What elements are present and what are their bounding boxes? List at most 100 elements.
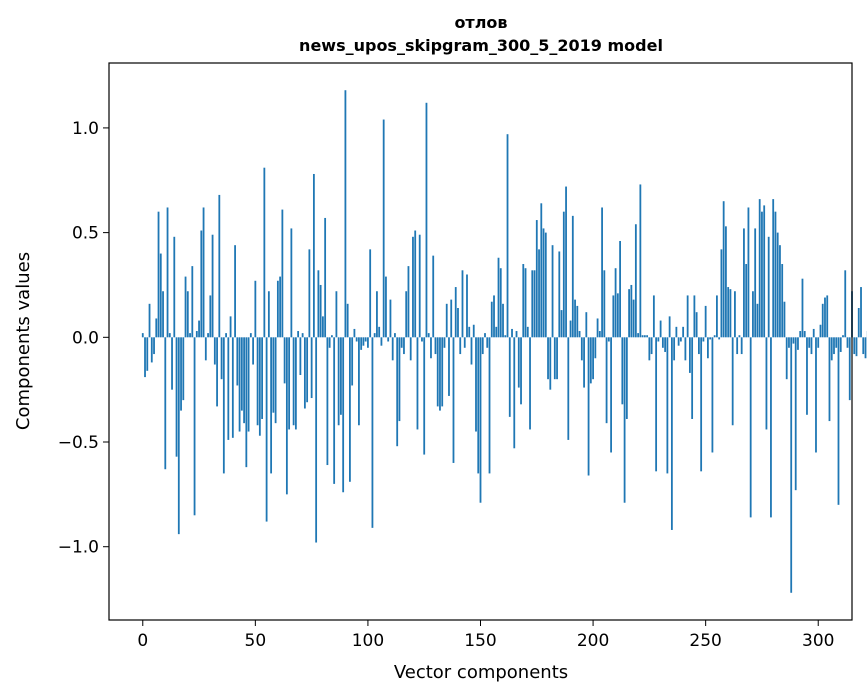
bar-component-317 <box>855 337 858 357</box>
bar-component-64 <box>285 337 288 495</box>
bar-component-17 <box>180 337 182 411</box>
bar-component-141 <box>459 337 462 355</box>
bar-component-221 <box>639 184 642 338</box>
bar-component-52 <box>258 337 261 436</box>
bar-component-164 <box>511 328 513 338</box>
bar-component-87 <box>337 337 340 426</box>
bar-component-206 <box>605 337 608 424</box>
bar-component-311 <box>842 335 844 338</box>
bar-component-232 <box>664 337 667 352</box>
bar-component-1 <box>144 337 146 378</box>
bar-component-204 <box>601 207 603 338</box>
x-tick-label-2: 100 <box>352 631 384 651</box>
bar-component-182 <box>551 245 554 338</box>
bar-component-275 <box>761 211 763 338</box>
bar-component-290 <box>794 337 797 491</box>
bar-component-319 <box>860 287 862 338</box>
bar-component-9 <box>162 291 164 338</box>
bar-component-292 <box>799 331 802 338</box>
bar-component-160 <box>502 303 504 338</box>
bar-component-36 <box>222 337 225 474</box>
bar-component-113 <box>396 337 399 447</box>
bar-component-303 <box>824 297 826 338</box>
bar-component-149 <box>477 337 480 474</box>
bar-component-205 <box>603 270 606 338</box>
bar-component-121 <box>414 230 417 338</box>
bar-component-34 <box>218 194 221 338</box>
bar-component-24 <box>195 331 198 338</box>
bar-component-249 <box>702 337 705 342</box>
bar-component-254 <box>713 335 716 338</box>
bar-component-41 <box>234 245 236 338</box>
bar-component-28 <box>204 337 207 361</box>
bar-component-42 <box>236 337 239 386</box>
bar-component-49 <box>252 337 254 365</box>
bar-component-283 <box>779 245 781 338</box>
bar-component-193 <box>576 305 579 338</box>
bar-component-27 <box>202 207 205 338</box>
bar-component-37 <box>225 333 227 338</box>
bar-component-306 <box>830 337 833 361</box>
bar-component-147 <box>472 324 475 338</box>
bar-component-308 <box>835 337 838 348</box>
bar-component-183 <box>553 337 556 380</box>
bar-component-161 <box>504 335 507 338</box>
bar-component-255 <box>716 295 718 338</box>
bar-component-197 <box>585 312 588 338</box>
bar-component-169 <box>522 264 525 338</box>
bar-component-10 <box>164 337 167 470</box>
bar-component-314 <box>848 337 851 401</box>
y-axis: −1.0 −0.5 0.0 0.5 1.0 <box>58 119 109 558</box>
bar-component-26 <box>200 230 203 338</box>
bar-component-167 <box>517 337 520 388</box>
x-tick-label-3: 150 <box>464 631 496 651</box>
bar-component-313 <box>846 337 849 348</box>
bar-component-75 <box>310 337 313 399</box>
bar-component-58 <box>272 337 275 413</box>
bar-component-30 <box>209 295 212 338</box>
bar-component-63 <box>283 337 286 384</box>
bar-component-96 <box>358 337 360 426</box>
bar-component-67 <box>292 337 295 426</box>
bar-component-124 <box>421 337 423 342</box>
bar-component-228 <box>655 337 658 472</box>
bar-component-66 <box>290 228 293 338</box>
bar-component-210 <box>614 268 617 338</box>
bar-component-270 <box>749 337 752 518</box>
bar-component-316 <box>853 337 856 355</box>
bar-component-162 <box>506 134 509 338</box>
bar-component-130 <box>434 337 437 355</box>
bar-component-222 <box>641 335 644 338</box>
bar-component-19 <box>184 276 187 338</box>
bar-component-3 <box>148 303 151 338</box>
bar-component-115 <box>400 337 403 348</box>
bar-component-150 <box>479 337 482 503</box>
bar-component-138 <box>452 337 455 463</box>
bar-component-271 <box>752 291 754 338</box>
bar-component-127 <box>427 333 430 338</box>
bar-component-176 <box>538 249 540 338</box>
bar-component-171 <box>526 326 529 338</box>
bar-component-106 <box>380 337 383 346</box>
bar-component-300 <box>817 337 820 348</box>
bar-component-95 <box>355 337 358 342</box>
bar-component-48 <box>249 333 252 338</box>
bar-component-132 <box>439 337 441 411</box>
bar-component-173 <box>531 270 534 338</box>
bar-component-264 <box>736 337 739 355</box>
bar-component-98 <box>362 337 365 346</box>
bar-component-177 <box>540 203 543 338</box>
bar-component-305 <box>828 337 831 422</box>
bar-component-241 <box>684 337 687 361</box>
bar-component-134 <box>443 337 446 348</box>
bar-component-293 <box>801 278 804 338</box>
bar-component-32 <box>213 337 216 365</box>
bar-component-11 <box>166 207 169 338</box>
bar-component-192 <box>574 299 576 338</box>
bar-component-245 <box>693 295 696 338</box>
bar-component-148 <box>475 337 477 432</box>
bar-component-224 <box>646 335 649 338</box>
bar-component-261 <box>729 289 732 338</box>
bar-component-268 <box>745 264 748 338</box>
bar-component-4 <box>150 337 153 363</box>
